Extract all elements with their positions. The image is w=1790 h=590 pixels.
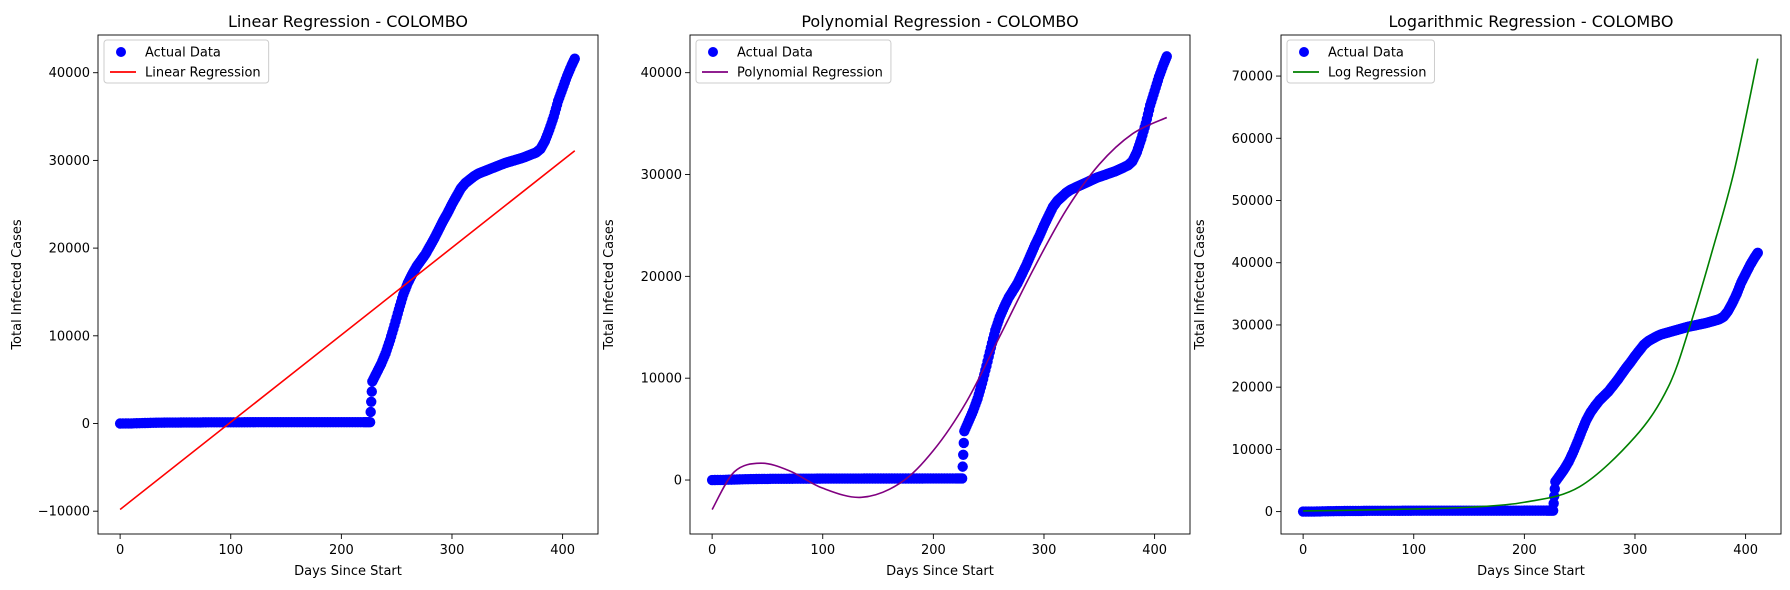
x-tick-label: 300 xyxy=(1623,543,1648,558)
legend: Actual Data Log Regression xyxy=(1286,39,1435,84)
chart-title: Linear Regression - COLOMBO xyxy=(228,12,468,31)
y-tick-label: 70000 xyxy=(1232,70,1273,85)
y-tick-label: 30000 xyxy=(49,154,90,169)
data-point xyxy=(957,461,968,472)
regression-line xyxy=(119,150,576,511)
legend-marker xyxy=(708,47,718,57)
x-tick-label: 200 xyxy=(329,543,354,558)
data-point xyxy=(1751,248,1763,260)
y-tick-label: 10000 xyxy=(49,329,90,344)
data-point xyxy=(363,416,374,428)
legend: Actual Data Linear Regression xyxy=(103,39,270,84)
data-point xyxy=(366,386,377,397)
data-point xyxy=(365,406,376,418)
y-tick-label: 60000 xyxy=(1232,132,1273,147)
y-tick-label: 10000 xyxy=(1232,443,1273,458)
x-tick-label: 0 xyxy=(1299,543,1307,558)
x-tick-label: 100 xyxy=(810,543,835,558)
y-axis-label: Total Infected Cases xyxy=(602,219,617,351)
x-tick-label: 300 xyxy=(440,543,465,558)
y-axis-label: Total Infected Cases xyxy=(1193,219,1208,351)
y-tick-label: 40000 xyxy=(641,66,682,81)
y-tick-label: 0 xyxy=(82,417,90,432)
y-tick-label: 10000 xyxy=(641,372,682,387)
axes-frame xyxy=(97,34,599,535)
axes-frame xyxy=(1280,34,1782,535)
x-axis-label: Days Since Start xyxy=(1477,564,1585,579)
y-tick-label: −10000 xyxy=(38,505,90,520)
legend-box xyxy=(103,39,270,84)
chart-panel-logarithmic: Logarithmic Regression - COLOMBO 0 100 200 3… xyxy=(1193,12,1782,579)
x-axis-label: Days Since Start xyxy=(886,564,994,579)
legend-label: Linear Regression xyxy=(145,66,261,81)
x-tick-label: 100 xyxy=(218,543,243,558)
y-tick-label: 30000 xyxy=(1232,318,1273,333)
data-point xyxy=(975,381,987,393)
y-tick-label: 40000 xyxy=(49,66,90,81)
x-tick-label: 400 xyxy=(1142,543,1167,558)
chart-title: Logarithmic Regression - COLOMBO xyxy=(1389,12,1674,31)
y-tick-label: 0 xyxy=(674,474,682,489)
y-tick-label: 30000 xyxy=(641,168,682,183)
chart-title: Polynomial Regression - COLOMBO xyxy=(801,12,1078,31)
y-tick-label: 20000 xyxy=(1232,381,1273,396)
x-tick-label: 200 xyxy=(921,543,946,558)
data-point xyxy=(366,396,377,407)
legend-marker xyxy=(1299,47,1309,57)
y-tick-label: 40000 xyxy=(1232,256,1273,271)
y-axis-label: Total Infected Cases xyxy=(10,219,25,351)
x-tick-label: 0 xyxy=(116,543,124,558)
data-point xyxy=(1160,53,1172,64)
x-tick-label: 200 xyxy=(1512,543,1537,558)
legend: Actual Data Polynomial Regression xyxy=(695,39,892,84)
data-point xyxy=(1143,104,1155,116)
axes-frame xyxy=(689,34,1191,535)
x-tick-label: 0 xyxy=(708,543,716,558)
legend-label: Actual Data xyxy=(737,46,813,61)
legend-label: Actual Data xyxy=(145,46,221,61)
plot-area xyxy=(1297,58,1763,517)
chart-panel-polynomial: Polynomial Regression - COLOMBO 0 100 200 30… xyxy=(602,12,1191,579)
y-tick-label: 20000 xyxy=(641,270,682,285)
x-tick-label: 300 xyxy=(1032,543,1057,558)
plot-area xyxy=(114,53,580,511)
x-tick-label: 400 xyxy=(550,543,575,558)
legend-box xyxy=(1286,39,1435,84)
data-point xyxy=(955,473,966,484)
x-tick-label: 100 xyxy=(1401,543,1426,558)
chart-panel-linear: Linear Regression - COLOMBO 0 100 200 300 400… xyxy=(10,12,599,579)
regression-line xyxy=(1303,58,1759,512)
y-tick-label: 0 xyxy=(1265,505,1273,520)
legend-label: Polynomial Regression xyxy=(737,66,883,81)
y-tick-label: 50000 xyxy=(1232,194,1273,209)
data-point xyxy=(958,437,969,449)
legend-label: Log Regression xyxy=(1328,66,1426,81)
x-axis-label: Days Since Start xyxy=(294,564,402,579)
data-point xyxy=(568,55,580,66)
legend-marker xyxy=(116,47,126,57)
x-tick-label: 400 xyxy=(1733,543,1758,558)
y-tick-label: 20000 xyxy=(49,242,90,257)
data-point xyxy=(980,365,991,376)
regression-line xyxy=(711,116,1168,510)
plot-area xyxy=(706,51,1172,510)
data-point xyxy=(958,449,969,460)
legend-label: Actual Data xyxy=(1328,46,1404,61)
data-point xyxy=(1549,483,1560,495)
legend-box xyxy=(695,39,892,84)
